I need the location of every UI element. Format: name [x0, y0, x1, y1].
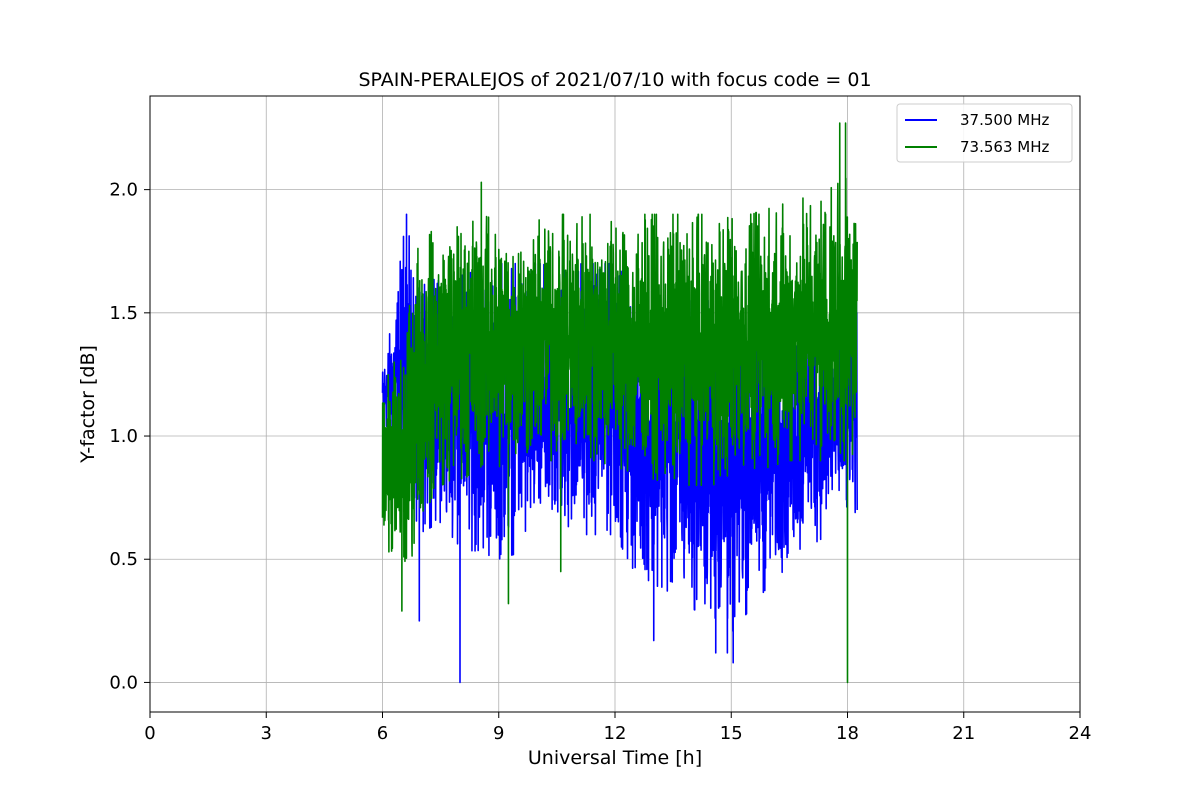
legend-label: 73.563 MHz	[960, 138, 1049, 156]
y-tick-label: 0.0	[109, 672, 138, 693]
y-axis-ticks: 0.0 0.5 1.0 1.5 2.0	[109, 180, 150, 693]
y-axis-label: Y-factor [dB]	[77, 345, 99, 464]
legend: 37.500 MHz 73.563 MHz	[896, 103, 1073, 163]
x-tick-label: 24	[1069, 723, 1092, 744]
y-tick-label: 2.0	[109, 180, 138, 201]
y-tick-label: 1.5	[109, 303, 138, 324]
chart-title: SPAIN-PERALEJOS of 2021/07/10 with focus…	[358, 69, 871, 91]
x-axis-label: Universal Time [h]	[528, 747, 702, 769]
x-tick-label: 12	[604, 723, 627, 744]
x-tick-label: 3	[261, 723, 272, 744]
x-tick-label: 6	[377, 723, 388, 744]
x-tick-label: 15	[720, 723, 743, 744]
x-axis-ticks: 0 3 6 9 12 15 18 21 24	[144, 712, 1091, 744]
x-tick-label: 9	[493, 723, 504, 744]
y-tick-label: 1.0	[109, 426, 138, 447]
x-tick-label: 0	[144, 723, 155, 744]
y-tick-label: 0.5	[109, 549, 138, 570]
legend-box	[896, 103, 1073, 163]
x-tick-label: 18	[836, 723, 859, 744]
series-lines	[381, 122, 858, 684]
series-line-2	[381, 122, 858, 684]
legend-label: 37.500 MHz	[960, 111, 1049, 129]
x-tick-label: 21	[952, 723, 975, 744]
